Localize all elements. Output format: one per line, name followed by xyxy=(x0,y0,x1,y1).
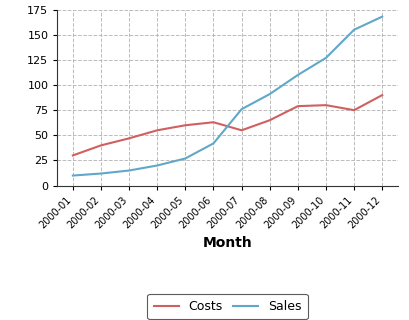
Costs xyxy=(98,143,103,147)
Line: Sales: Sales xyxy=(73,17,381,176)
Costs xyxy=(323,103,328,107)
Sales xyxy=(211,141,216,145)
Sales xyxy=(351,28,356,32)
Costs xyxy=(238,128,243,132)
Sales xyxy=(379,15,384,19)
Legend: Costs, Sales: Costs, Sales xyxy=(147,294,307,319)
Costs xyxy=(182,123,187,127)
Line: Costs: Costs xyxy=(73,95,381,156)
Costs xyxy=(267,118,272,122)
Costs xyxy=(294,104,299,108)
Sales xyxy=(323,56,328,60)
Sales xyxy=(267,92,272,96)
Sales xyxy=(126,169,131,172)
X-axis label: Month: Month xyxy=(202,236,252,250)
Sales xyxy=(98,172,103,175)
Sales xyxy=(294,73,299,77)
Costs xyxy=(351,108,356,112)
Sales xyxy=(238,107,243,111)
Sales xyxy=(70,174,75,178)
Sales xyxy=(182,156,187,160)
Costs xyxy=(211,120,216,124)
Costs xyxy=(126,136,131,140)
Sales xyxy=(155,164,160,167)
Costs xyxy=(70,154,75,157)
Costs xyxy=(155,128,160,132)
Costs xyxy=(379,93,384,97)
